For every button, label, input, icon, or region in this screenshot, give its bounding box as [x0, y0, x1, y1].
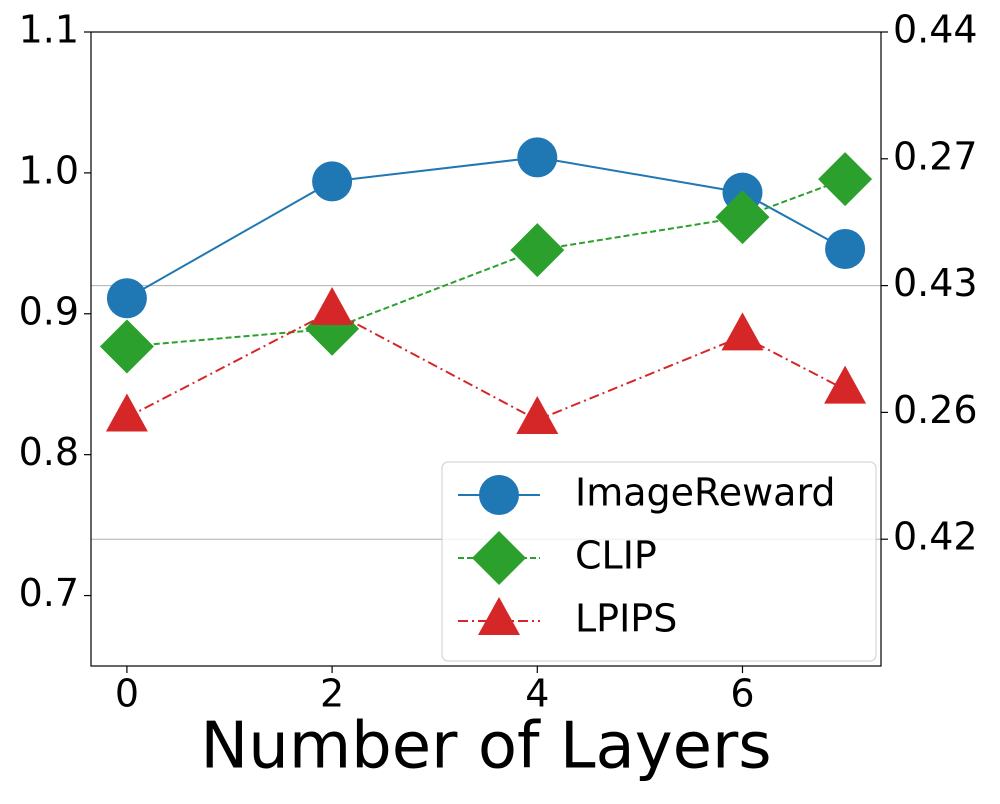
data-point — [721, 312, 764, 351]
data-point — [106, 278, 147, 319]
legend-label: CLIP — [575, 534, 657, 578]
y-tick-label: 1.1 — [19, 8, 79, 52]
x-tick-label: 0 — [115, 672, 139, 716]
x-tick-label: 2 — [320, 672, 344, 716]
data-point — [105, 393, 148, 432]
x-axis-label: Number of Layers — [200, 710, 771, 784]
y-tick-label: 0.8 — [19, 430, 79, 474]
data-point — [825, 228, 866, 269]
x-tick-label: 4 — [525, 672, 549, 716]
data-point — [715, 190, 770, 245]
y3-tick-label: 0.26 — [893, 388, 978, 432]
y2-tick-label: 0.43 — [893, 261, 978, 305]
data-point — [312, 161, 353, 202]
legend-marker — [478, 597, 520, 635]
y2-tick-label: 0.44 — [893, 8, 978, 52]
data-point — [824, 365, 867, 404]
x-tick-label: 6 — [730, 672, 754, 716]
data-point — [99, 319, 154, 374]
legend-label: LPIPS — [575, 597, 677, 641]
y-tick-label: 0.7 — [19, 571, 79, 615]
data-point — [818, 152, 873, 207]
y2-tick-label: 0.42 — [893, 515, 978, 559]
data-point — [517, 137, 558, 178]
data-point — [311, 286, 354, 325]
data-point — [510, 223, 565, 278]
y3-tick-label: 0.27 — [893, 134, 978, 178]
legend-marker — [479, 475, 519, 515]
legend-label: ImageReward — [575, 471, 836, 515]
legend-frame — [441, 461, 877, 662]
data-point — [516, 396, 559, 435]
y-tick-label: 1.0 — [19, 148, 79, 192]
y-tick-label: 0.9 — [19, 289, 79, 333]
plot-frame — [90, 31, 882, 667]
legend-marker — [472, 531, 526, 585]
